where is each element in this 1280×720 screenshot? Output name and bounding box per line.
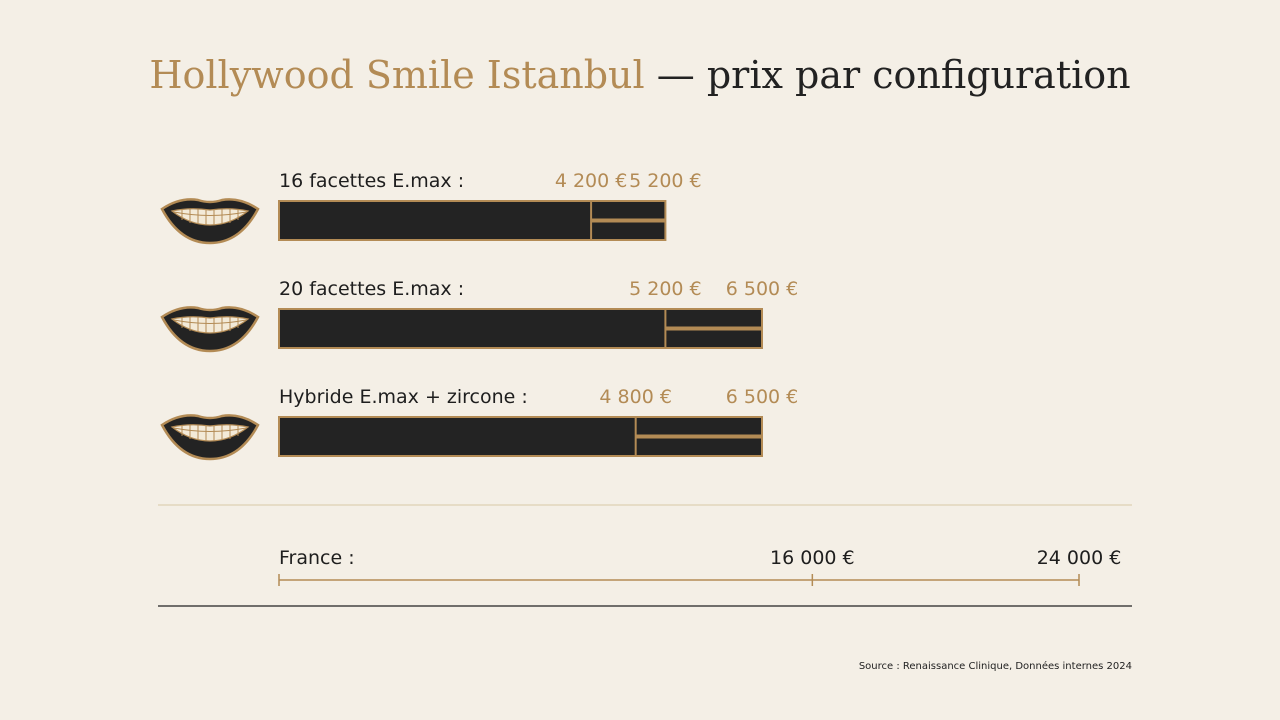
reference-low-label: 16 000 € — [770, 547, 855, 569]
high-label: 6 500 € — [726, 278, 799, 300]
title-accent: Hollywood Smile Istanbul — [149, 53, 644, 97]
category-label: 16 facettes E.max : — [279, 170, 464, 192]
title-suffix: — prix par configuration — [657, 53, 1131, 97]
category-label: 20 facettes E.max : — [279, 278, 464, 300]
title: Hollywood Smile Istanbul — prix par conf… — [149, 53, 1130, 97]
smile-icon — [160, 414, 260, 461]
reference-label: France : — [279, 547, 355, 569]
low-label: 4 200 € — [555, 170, 628, 192]
smile-icon — [160, 306, 260, 353]
reference-high-label: 24 000 € — [1037, 547, 1122, 569]
low-label: 5 200 € — [629, 278, 702, 300]
source: Source : Renaissance Clinique, Données i… — [859, 660, 1132, 672]
high-label: 5 200 € — [629, 170, 702, 192]
smile-icon — [160, 198, 260, 245]
low-label: 4 800 € — [599, 386, 672, 408]
plot: 16 facettes E.max :4 200 €5 200 €20 face… — [278, 170, 1122, 586]
high-label: 6 500 € — [726, 386, 799, 408]
category-label: Hybride E.max + zircone : — [279, 386, 528, 408]
